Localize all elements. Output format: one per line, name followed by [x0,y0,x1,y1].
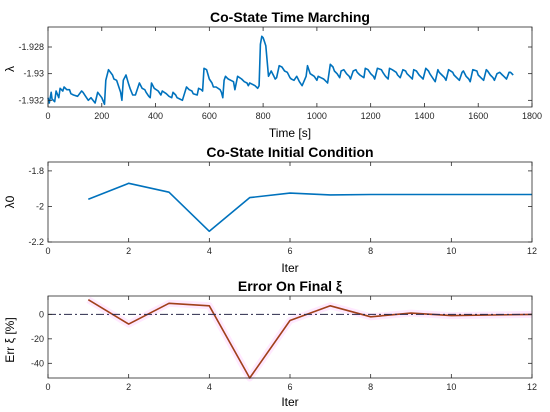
y-tick-label: -1.93 [23,69,44,79]
plot-area: 0 2 4 6 8 10 12 -2.2 -2 -1.8 [28,161,537,256]
series-line [87,299,533,379]
x-tick-label: 4 [207,246,212,256]
x-tick-label: 10 [446,246,456,256]
x-tick-label: 2 [126,382,131,392]
y-tick-label: -40 [31,358,44,368]
series-line [47,35,514,106]
x-axis-label: Iter [281,395,298,409]
x-tick-label: 800 [256,111,271,121]
plot-area: 0 200 400 600 800 1000 1200 1400 1600 1800 -1.932 -… [18,26,542,121]
y-tick-label: -1.928 [18,42,44,52]
x-tick-label: 10 [446,382,456,392]
chart-title: Co-State Time Marching [210,9,370,25]
y-axis-label: λ [3,66,17,72]
x-tick-label: 400 [148,111,163,121]
x-tick-label: 4 [207,382,212,392]
x-axis-label: Time [s] [269,126,311,140]
y-tick-label: -2 [36,201,44,211]
y-tick-label: 0 [39,309,44,319]
x-tick-label: 2 [126,246,131,256]
x-tick-label: 12 [527,382,537,392]
x-tick-label: 0 [45,111,50,121]
x-tick-label: 1000 [307,111,327,121]
x-tick-label: 1800 [522,111,542,121]
axes-box [47,26,533,108]
y-tick-label: -1.8 [28,166,44,176]
x-tick-label: 1400 [414,111,434,121]
y-tick-label: -2.2 [28,237,44,247]
x-tick-label: 8 [368,382,373,392]
y-tick-label: -1.932 [18,95,44,105]
chart-title: Error On Final ξ [238,278,343,294]
x-tick-label: 1200 [361,111,381,121]
x-tick-label: 1600 [468,111,488,121]
panel-co-state-time-marching: Co-State Time Marching Time [s] λ 0 200 40… [3,9,542,140]
plot-background [48,296,532,378]
x-tick-label: 6 [287,382,292,392]
plot-background [48,27,532,107]
x-tick-label: 8 [368,246,373,256]
panel-error-on-final-xi: Error On Final ξ Iter Err ξ [%] 0 2 4 6 8 10 1… [3,278,537,409]
x-axis-label: Iter [281,261,298,275]
y-axis-label: Err ξ [%] [3,317,17,362]
x-tick-label: 0 [45,382,50,392]
panel-co-state-initial-condition: Co-State Initial Condition Iter λ0 0 2 4 6 8… [3,144,537,275]
plot-background [48,162,532,242]
x-tick-label: 600 [202,111,217,121]
x-tick-label: 0 [45,246,50,256]
plot-area: 0 2 4 6 8 10 12 -40 -20 0 [31,295,537,392]
x-tick-label: 12 [527,246,537,256]
x-tick-label: 200 [94,111,109,121]
y-tick-label: -20 [31,334,44,344]
series-line [88,182,532,233]
x-tick-label: 6 [287,246,292,256]
y-axis-label: λ0 [3,195,17,208]
chart-title: Co-State Initial Condition [206,144,373,160]
